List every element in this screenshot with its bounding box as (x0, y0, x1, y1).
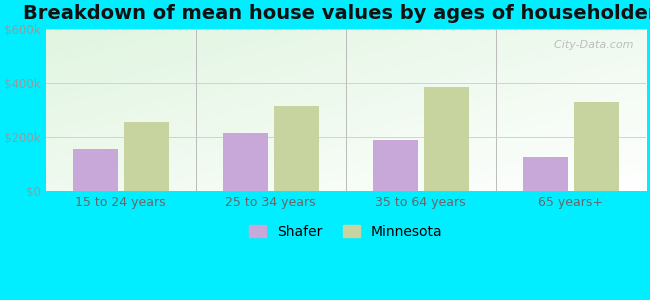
Bar (574, 102, 619, 191)
Bar (223, 133, 268, 191)
Title: Breakdown of mean house values by ages of householders: Breakdown of mean house values by ages o… (23, 4, 650, 23)
Bar (424, 87, 469, 191)
Bar (274, 106, 318, 191)
Bar (523, 157, 568, 191)
Text: City-Data.com: City-Data.com (547, 40, 634, 50)
Bar (372, 140, 418, 191)
Legend: Shafer, Minnesota: Shafer, Minnesota (242, 218, 449, 246)
Bar (124, 122, 169, 191)
Bar (73, 149, 118, 191)
